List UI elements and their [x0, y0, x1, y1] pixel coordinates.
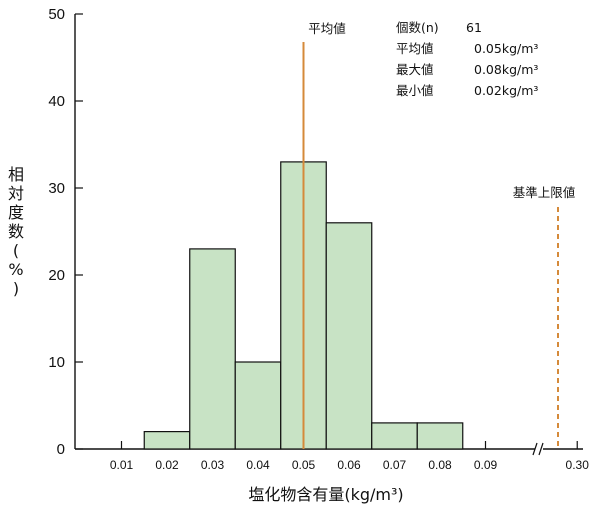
y-tick-group: 0 10 20 30 40 50 [48, 6, 83, 458]
histogram-bar [371, 422, 418, 450]
histogram-bar [189, 248, 236, 450]
x-axis-title: 塩化物含有量(kg/m³) [248, 485, 403, 504]
stat-count-value: 61 [466, 20, 482, 35]
histogram-bar [143, 431, 191, 450]
stat-min-value: 0.02kg/m³ [474, 83, 538, 98]
x-tick-label: 0.07 [383, 458, 407, 472]
y-tick-label: 50 [48, 6, 65, 23]
y-tick-label: 30 [48, 180, 65, 197]
x-tick-label: 0.01 [110, 458, 134, 472]
limit-line-label: 基準上限値 [513, 185, 576, 200]
y-tick-label: 0 [57, 441, 65, 458]
x-tick-label: 0.05 [292, 458, 316, 472]
x-tick-group: 0.01 0.02 0.03 0.04 0.05 0.06 0.07 0.08 0.09 0.30 [110, 441, 589, 472]
stat-mean-label: 平均値 [396, 41, 434, 56]
axis-break-mark [532, 442, 544, 456]
stat-min-label: 最小値 [396, 83, 434, 98]
mean-line-label: 平均値 [308, 21, 346, 36]
histogram-bar [325, 222, 373, 450]
x-tick-label: 0.30 [566, 458, 590, 472]
y-tick-label: 20 [48, 267, 65, 284]
x-tick-label: 0.08 [428, 458, 452, 472]
stat-count-label: 個数(n) [396, 20, 439, 35]
stat-max-value: 0.08kg/m³ [474, 62, 538, 77]
stat-mean-value: 0.05kg/m³ [474, 41, 538, 56]
y-tick-label: 10 [48, 354, 65, 371]
x-tick-label: 0.02 [155, 458, 179, 472]
x-tick-label: 0.04 [246, 458, 270, 472]
stats-block: 個数(n) 61 平均値 0.05kg/m³ 最大値 0.08kg/m³ 最小値… [396, 20, 538, 98]
stat-max-label: 最大値 [396, 62, 434, 77]
x-tick-label: 0.03 [201, 458, 225, 472]
x-tick-label: 0.06 [337, 458, 361, 472]
histogram-bar [416, 422, 464, 450]
histogram-bar [234, 361, 282, 450]
y-tick-label: 40 [48, 93, 65, 110]
y-axis-title: 相対度数(%) [8, 165, 24, 298]
x-tick-label: 0.09 [474, 458, 498, 472]
